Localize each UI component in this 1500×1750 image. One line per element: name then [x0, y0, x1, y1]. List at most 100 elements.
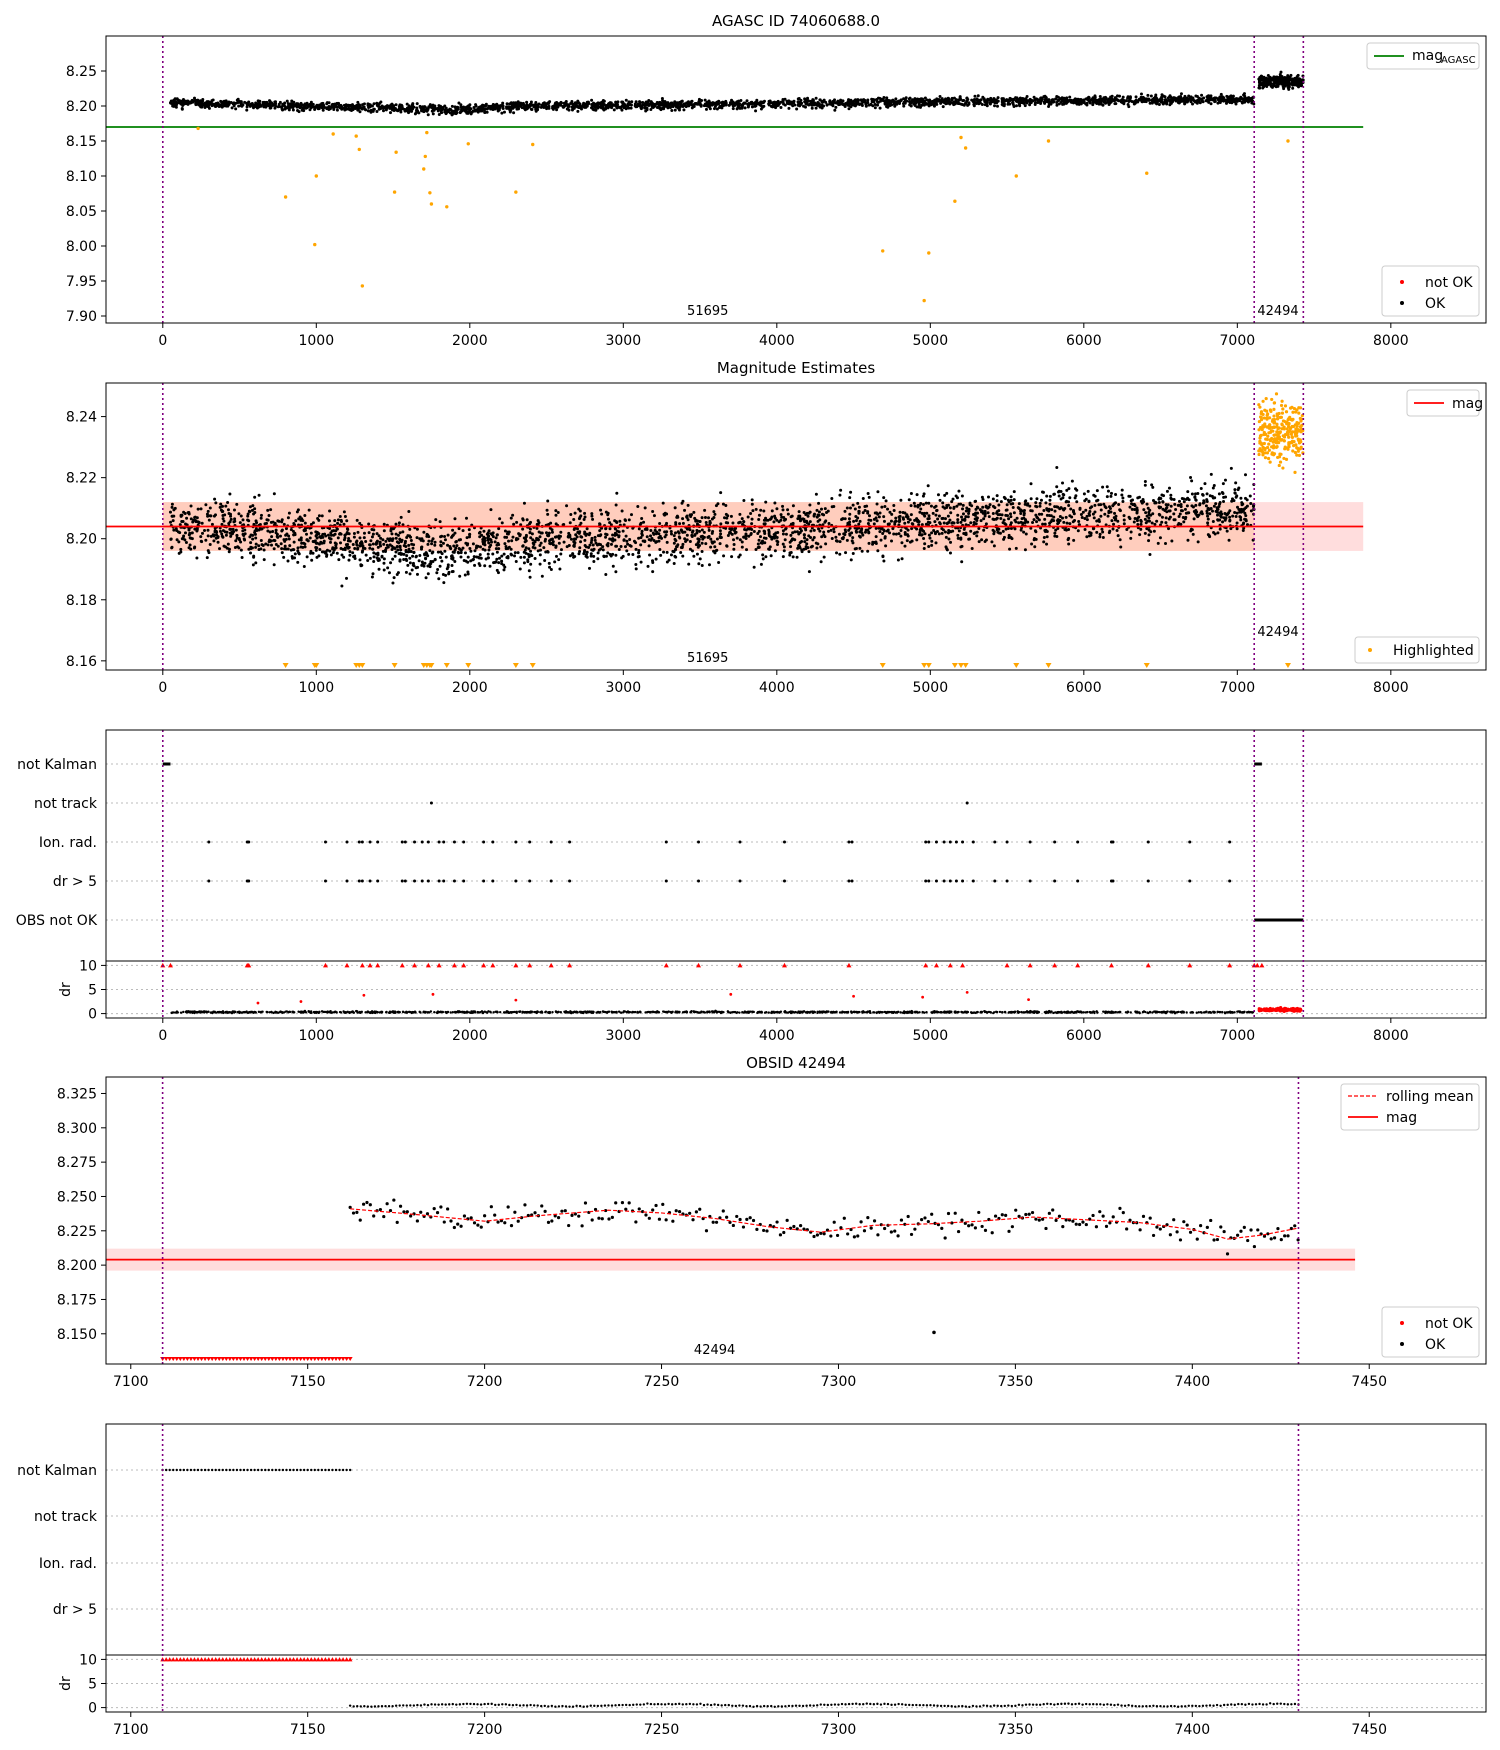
ok-point	[501, 104, 505, 108]
ok-point	[412, 564, 416, 568]
ok-point	[813, 512, 817, 516]
ok-point	[1197, 98, 1201, 102]
ok-point	[1129, 530, 1133, 534]
ok-point	[422, 530, 426, 534]
legend-ok-swatch	[1400, 301, 1404, 305]
ok-point	[575, 101, 579, 105]
ok-point	[900, 541, 904, 545]
ok-point	[230, 106, 234, 110]
ok-point	[340, 553, 344, 557]
ok-point	[631, 553, 635, 557]
ok-point	[322, 539, 326, 543]
ok-point	[478, 553, 482, 557]
ok-point	[309, 522, 313, 526]
ok-point	[927, 533, 931, 537]
ok-point	[336, 518, 340, 522]
ok-point	[994, 98, 998, 102]
ok-point	[659, 101, 663, 105]
ok-point	[1200, 99, 1204, 103]
ok-point	[917, 533, 921, 537]
ok-point	[227, 512, 231, 516]
ok-point	[1052, 492, 1056, 496]
ok-point	[892, 102, 896, 106]
ok-point	[486, 107, 490, 111]
ok-point	[174, 105, 178, 109]
ok-point	[448, 111, 452, 115]
ok-point	[812, 528, 816, 532]
ok-point	[527, 569, 531, 573]
ok-point	[847, 517, 851, 521]
ok-point	[643, 506, 647, 510]
ok-point	[393, 547, 397, 551]
ok-point	[1146, 506, 1150, 510]
ok-point	[750, 502, 754, 506]
ok-point	[820, 535, 824, 539]
ok-point	[335, 101, 339, 105]
ok-point	[1062, 102, 1066, 106]
ok-point	[745, 99, 749, 103]
ok-point	[384, 539, 388, 543]
ok-point	[1103, 505, 1107, 509]
ok-point	[429, 104, 433, 108]
ok-point	[210, 522, 214, 526]
ok-point	[195, 101, 199, 105]
ok-point	[628, 537, 632, 541]
ok-point	[889, 519, 893, 523]
ok-point	[1179, 522, 1183, 526]
highlighted-point	[360, 284, 365, 288]
ok-point	[1222, 500, 1226, 504]
ok-point	[266, 543, 270, 547]
ok-point	[246, 518, 250, 522]
ok-point	[385, 106, 389, 110]
ok-point	[654, 557, 658, 561]
ok-point	[364, 540, 368, 544]
ok-point	[781, 542, 785, 546]
ok-point	[870, 98, 874, 102]
ok-point	[1052, 100, 1056, 104]
ok-point	[1147, 539, 1151, 543]
ok-point	[578, 509, 582, 513]
panel2-plot	[106, 392, 1364, 668]
ok-point	[782, 545, 786, 549]
ok-point	[1150, 99, 1154, 103]
ok-point	[1018, 104, 1022, 108]
ok-point	[718, 105, 722, 109]
ok-point	[242, 537, 246, 541]
ok-point	[735, 536, 739, 540]
ok-point	[1209, 472, 1213, 476]
ok-point	[311, 521, 315, 525]
ok-point	[1101, 530, 1105, 534]
ok-point	[229, 517, 233, 521]
ok-point	[1011, 103, 1015, 107]
ok-point	[1054, 97, 1058, 101]
ok-point	[1218, 527, 1222, 531]
ok-point	[190, 98, 194, 102]
ok-point	[211, 533, 215, 537]
ok-point	[1124, 99, 1128, 103]
ok-point	[528, 527, 532, 531]
x-tick-label: 7000	[1220, 333, 1256, 349]
ok-point	[738, 512, 742, 516]
ok-point	[433, 540, 437, 544]
ok-point	[740, 545, 744, 549]
ok-point	[828, 102, 832, 106]
ok-point	[953, 100, 957, 104]
ok-point	[395, 544, 399, 548]
highlighted-point	[313, 242, 317, 247]
ok-point	[904, 96, 908, 100]
ok-point	[724, 504, 728, 508]
ok-point	[886, 105, 890, 109]
ok-point	[531, 103, 535, 107]
ok-point	[487, 541, 491, 545]
ok-point	[1033, 545, 1037, 549]
ok-point	[1087, 499, 1091, 503]
ok-point	[882, 95, 886, 99]
ok-point	[303, 103, 307, 107]
ok-point	[909, 513, 913, 517]
ok-point	[1284, 78, 1288, 82]
ok-point	[1015, 96, 1019, 100]
ok-point	[375, 101, 379, 105]
ok-point	[208, 506, 212, 510]
ok-point	[1109, 491, 1113, 495]
ok-point	[706, 535, 710, 539]
